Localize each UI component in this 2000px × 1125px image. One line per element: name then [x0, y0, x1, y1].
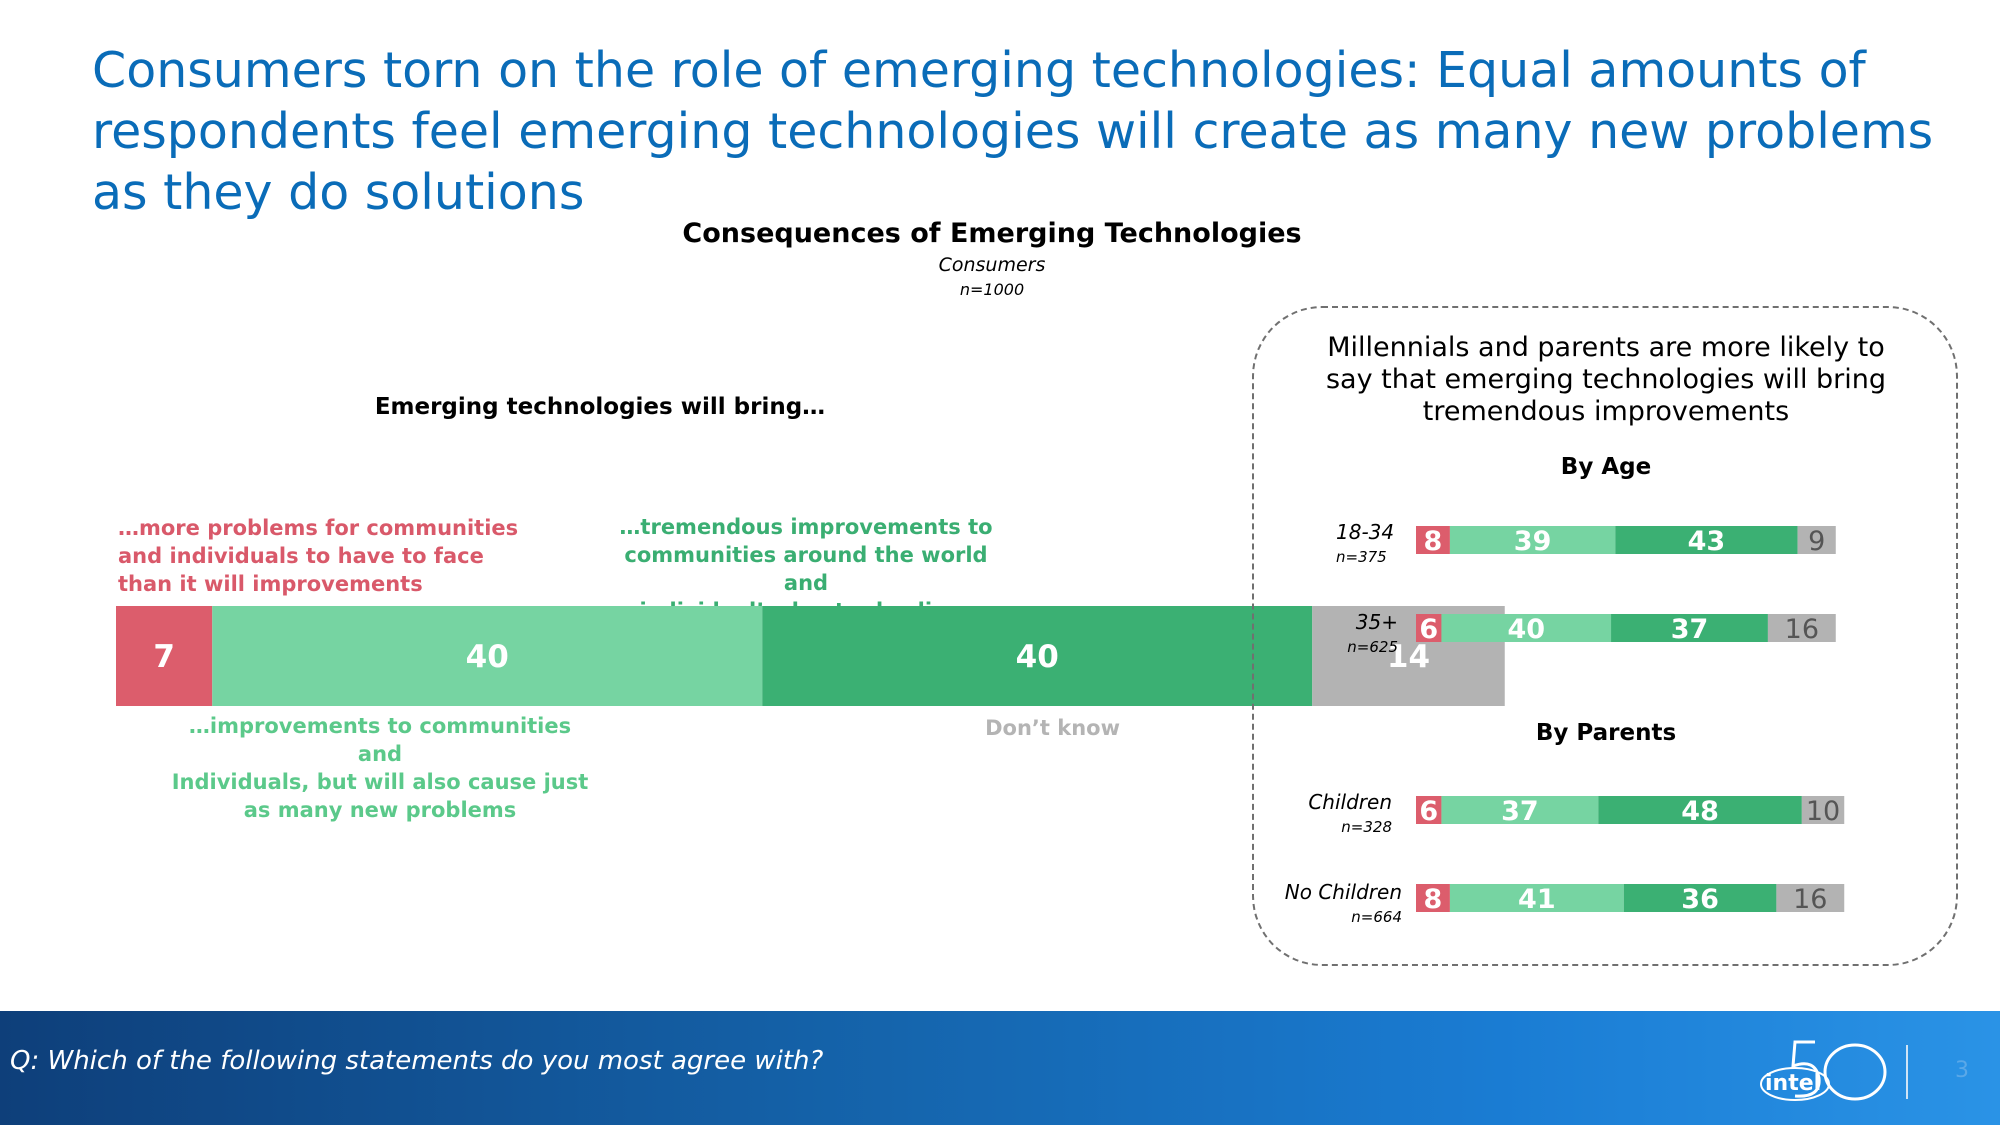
page-number: 3	[1955, 1058, 1969, 1083]
label-line: as many new problems	[243, 798, 517, 822]
row-label-text: 35+	[1355, 610, 1398, 634]
row-label-no-children: No Children n=664	[1252, 880, 1402, 926]
logo-text: intel	[1765, 1071, 1821, 1096]
survey-question: Q: Which of the following statements do …	[10, 1046, 824, 1076]
row-label-text: No Children	[1284, 880, 1402, 904]
label-improvements-and-problems: …improvements to communities and Individ…	[170, 712, 590, 824]
chart-subtitle: Consumers	[938, 254, 1046, 276]
row-label-text: Children	[1308, 790, 1392, 814]
bar-value-label: 40	[1016, 639, 1059, 675]
chart-sample-size: n=1000	[959, 280, 1025, 299]
row-label-35-plus: 35+ n=625	[1248, 610, 1398, 656]
section-by-age: By Age	[1560, 454, 1652, 480]
label-line: communities around the world and	[624, 543, 988, 595]
label-line: and individuals to have to face	[118, 544, 484, 568]
logo-swoosh	[1760, 1067, 1830, 1101]
logo-five-stroke	[1791, 1040, 1821, 1098]
bar-segment-more-problems	[116, 606, 213, 706]
label-line: than it will improvements	[118, 572, 423, 596]
label-line: Individuals, but will also cause just	[171, 770, 589, 794]
intel-50-logo: intel	[1760, 1040, 1887, 1101]
logo-zero-ring	[1823, 1043, 1887, 1101]
label-line: …improvements to communities and	[188, 714, 572, 766]
label-line: …tremendous improvements to	[619, 515, 993, 539]
panel-title-line: tremendous improvements	[1422, 396, 1790, 427]
footer-divider	[1906, 1045, 1908, 1099]
label-line: individual’s day-to-day lives	[639, 599, 973, 623]
label-dont-know: Don’t know	[985, 716, 1120, 740]
row-label-18-34: 18-34 n=375	[1240, 520, 1456, 566]
row-label-text: 18-34	[1336, 520, 1395, 544]
row-sample-size: n=375	[1336, 548, 1387, 566]
row-sample-size: n=664	[1351, 908, 1402, 926]
row-sample-size: n=328	[1341, 818, 1392, 836]
panel-title-line: say that emerging technologies will brin…	[1325, 364, 1887, 395]
footer-band	[0, 1011, 2000, 1125]
panel-title: Millennials and parents are more likely …	[1300, 332, 1912, 428]
section-by-parents: By Parents	[1535, 720, 1677, 746]
chart-title: Consequences of Emerging Technologies	[682, 218, 1302, 249]
label-line: …more problems for communities	[118, 516, 519, 540]
label-tremendous-improvements: …tremendous improvements to communities …	[600, 513, 1012, 625]
chart-heading: Emerging technologies will bring…	[374, 394, 826, 420]
bar-value-label: 40	[466, 639, 509, 675]
slide-title: Consumers torn on the role of emerging t…	[92, 42, 1934, 221]
row-sample-size: n=625	[1347, 638, 1398, 656]
bar-value-label: 7	[153, 639, 175, 675]
label-more-problems: …more problems for communities and indiv…	[118, 514, 558, 598]
panel-title-line: Millennials and parents are more likely …	[1327, 332, 1885, 363]
segment-panel	[1252, 306, 1958, 966]
row-label-children: Children n=328	[1242, 790, 1392, 836]
